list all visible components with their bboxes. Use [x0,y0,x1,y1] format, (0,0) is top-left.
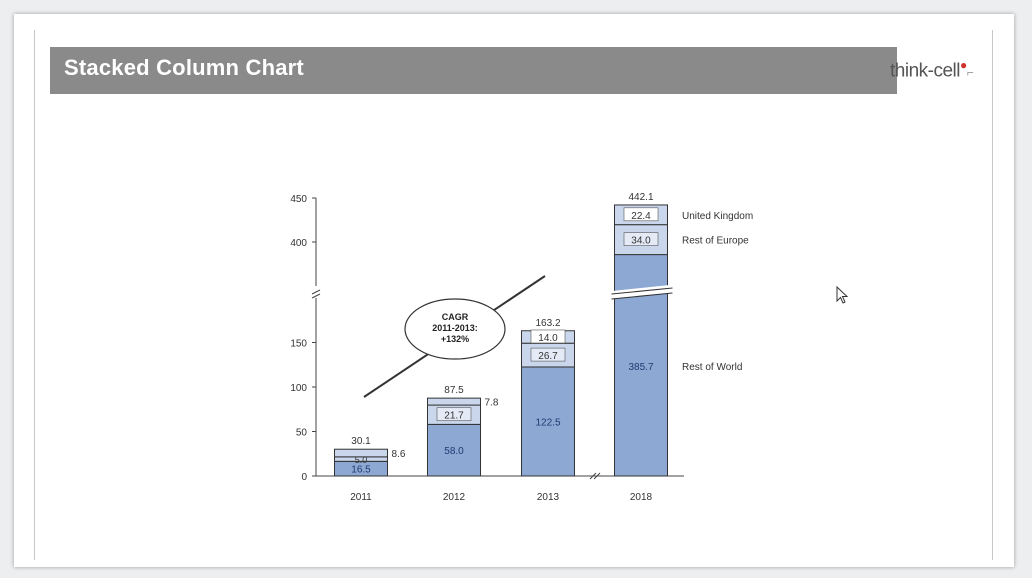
bar-segment [334,448,388,458]
bar-total-label: 87.5 [444,385,464,396]
bar-break-gap [612,284,672,299]
y-tick-label: 450 [290,194,307,205]
bar-value-label: 8.6 [392,449,406,460]
bar-value-label: 21.7 [444,411,464,422]
bar-label-box [623,207,659,222]
x-tick-label: 2012 [443,492,466,503]
bar-value-label: 385.7 [628,362,653,373]
y-tick-label: 100 [290,383,307,394]
slide-title: Stacked Column Chart [64,55,304,80]
legend-label: Rest of Europe [682,236,749,247]
bar-break-line [611,287,673,295]
think-cell-logo: think-cell●⌐ [890,58,974,82]
bar-value-label: 14.0 [538,333,558,344]
y-tick-label: 50 [296,428,308,439]
bar-segment [427,423,481,477]
logo-text: think-cell [890,60,960,82]
legend-label: Rest of World [682,362,742,373]
cagr-label: +132% [441,334,469,344]
y-tick-label: 150 [290,339,307,350]
cagr-label: 2011-2013: [432,323,478,333]
bar-value-label: 34.0 [631,236,651,247]
bar-break-line [611,292,673,300]
bar-value-label: 122.5 [535,417,560,428]
y-tick-label: 0 [301,472,307,483]
slide-left-rule [34,30,35,560]
bar-value-label: 22.4 [631,211,651,222]
y-axis-break-icon [311,289,321,299]
bar-label-box [530,347,566,362]
x-tick-label: 2011 [350,492,372,503]
slide: Stacked Column Chart think-cell●⌐ [14,14,1014,567]
bar-total-label: 163.2 [535,318,560,329]
slide-right-rule [992,30,993,560]
bar-value-label: 16.5 [351,465,371,476]
bar-label-box [530,329,566,344]
y-tick-label: 400 [290,238,307,249]
bar-label-box [623,232,659,246]
legend-label: United Kingdom [682,211,753,222]
logo-mark-icon: ● [959,58,967,72]
bar-value-label: 26.7 [538,351,558,362]
bar-value-label: 7.8 [485,398,499,409]
x-axis-break-icon [589,472,601,480]
title-bar: Stacked Column Chart [50,47,897,94]
x-tick-label: 2013 [537,492,560,503]
x-tick-label: 2018 [630,492,653,503]
bar-segment [427,397,481,406]
cagr-bubble [404,298,506,360]
cagr-label: CAGR [442,312,469,322]
bar-label-box [436,407,472,422]
logo-dash: ⌐ [966,65,974,80]
bar-total-label: 30.1 [351,436,371,447]
bar-segment [521,366,575,477]
bar-value-label: 58.0 [444,446,464,457]
bar-value-label: 5.0 [355,455,368,465]
mouse-cursor-icon [836,286,849,304]
bar-total-label: 442.1 [628,192,653,203]
